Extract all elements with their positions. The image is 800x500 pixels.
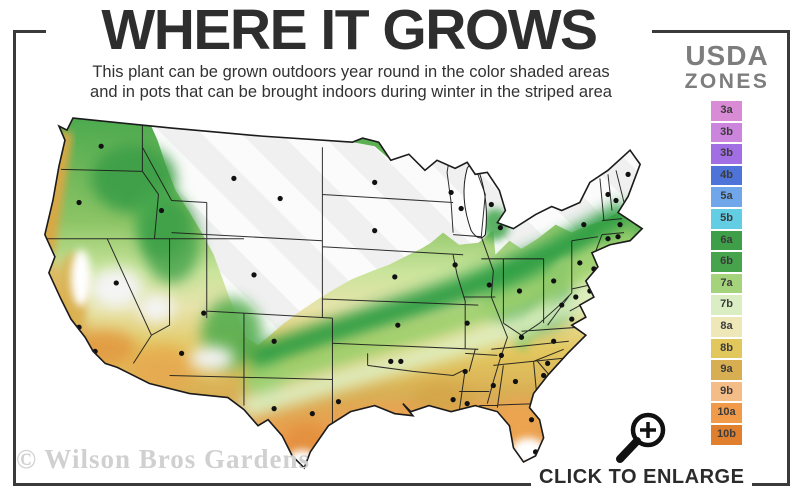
city-dot [464, 320, 470, 326]
us-zone-map[interactable] [20, 112, 665, 474]
city-dot [46, 258, 52, 264]
legend-zone-chip-5a: 5a [711, 187, 742, 207]
city-dot [617, 222, 623, 228]
city-dot [251, 272, 257, 278]
city-dot [605, 191, 611, 198]
city-dot [398, 358, 404, 364]
city-dot [452, 262, 458, 268]
city-dot [458, 205, 464, 212]
city-dot [231, 175, 237, 181]
zone-legend-list: 3a 3b 3b 4b 5a 5b 6a 6b 7a 7b 8a 8b 9a 9b 10a 10b [711, 101, 742, 447]
city-dot [277, 195, 283, 202]
legend-heading: USDA ZONES [668, 42, 786, 94]
city-dot [625, 171, 631, 177]
legend-zone-chip-8b: 8b [711, 338, 742, 359]
watermark: © Wilson Bros Gardens [16, 444, 310, 474]
subtitle: This plant can be grown outdoors year ro… [55, 62, 647, 102]
legend-heading-zones: ZONES [684, 70, 770, 93]
city-dot [498, 352, 504, 358]
us-outline [44, 117, 644, 470]
legend-zone-chip-3b: 3b [711, 122, 742, 143]
city-dot [464, 400, 470, 407]
city-dot [486, 282, 492, 288]
city-dot [450, 396, 456, 403]
legend-zone-chip-7b: 7b [711, 295, 742, 315]
city-dot [349, 417, 356, 423]
city-dot [462, 368, 468, 375]
city-dot [488, 201, 494, 208]
city-dot [605, 236, 611, 242]
city-dot [551, 278, 557, 284]
city-dot [271, 338, 277, 344]
city-dot [388, 358, 394, 364]
city-dot [201, 310, 207, 316]
city-dot [335, 398, 342, 405]
city-dot [448, 189, 454, 196]
city-dot [615, 234, 621, 240]
legend-zone-chip-3a: 3a [711, 101, 742, 121]
city-dot [569, 316, 575, 322]
legend-zone-chip-6b: 6b [711, 252, 742, 272]
city-dot [98, 143, 104, 149]
city-dot [559, 302, 565, 308]
legend-zone-chip-4b: 4b [711, 165, 742, 186]
city-dot [528, 417, 535, 423]
city-dot [581, 222, 587, 228]
city-dot [540, 372, 547, 379]
city-dot [76, 199, 82, 206]
city-dot [178, 350, 185, 356]
city-dot [545, 360, 551, 367]
legend-zone-chip-3b: 3b [711, 144, 742, 164]
city-dot [512, 378, 519, 385]
city-dot [613, 197, 619, 204]
city-dot [551, 338, 557, 344]
page-title: WHERE IT GROWS [46, 0, 652, 62]
city-dot [309, 411, 315, 417]
legend-zone-chip-10a: 10a [711, 403, 742, 423]
legend-zone-chip-8a: 8a [711, 316, 742, 337]
click-to-enlarge-button[interactable]: CLICK TO ENLARGE [531, 466, 753, 489]
city-dot [395, 322, 401, 328]
legend-zone-chip-9a: 9a [711, 360, 742, 380]
subtitle-line-2: and in pots that can be brought indoors … [90, 83, 612, 101]
legend-zone-chip-10b: 10b [711, 424, 742, 445]
legend-zone-chip-9b: 9b [711, 381, 742, 402]
city-dot [113, 280, 119, 286]
city-dot [372, 179, 378, 186]
legend-zone-chip-5b: 5b [711, 208, 742, 229]
city-dot [372, 228, 378, 234]
city-dot [271, 406, 277, 412]
legend-heading-usda: USDA [685, 40, 769, 71]
city-dot [577, 260, 583, 266]
legend-zone-chip-7a: 7a [711, 273, 742, 294]
striped-area [149, 122, 641, 346]
legend-zone-chip-6a: 6a [711, 230, 742, 251]
subtitle-line-1: This plant can be grown outdoors year ro… [92, 63, 610, 81]
city-dot [573, 294, 579, 300]
city-dot [490, 382, 496, 389]
magnifier-plus-icon[interactable] [612, 404, 676, 468]
city-dot [516, 288, 523, 294]
city-dot [518, 334, 525, 340]
zone-shading-layers [44, 118, 643, 468]
city-dot [158, 207, 165, 214]
city-dot [392, 274, 398, 280]
city-dot [497, 225, 503, 231]
